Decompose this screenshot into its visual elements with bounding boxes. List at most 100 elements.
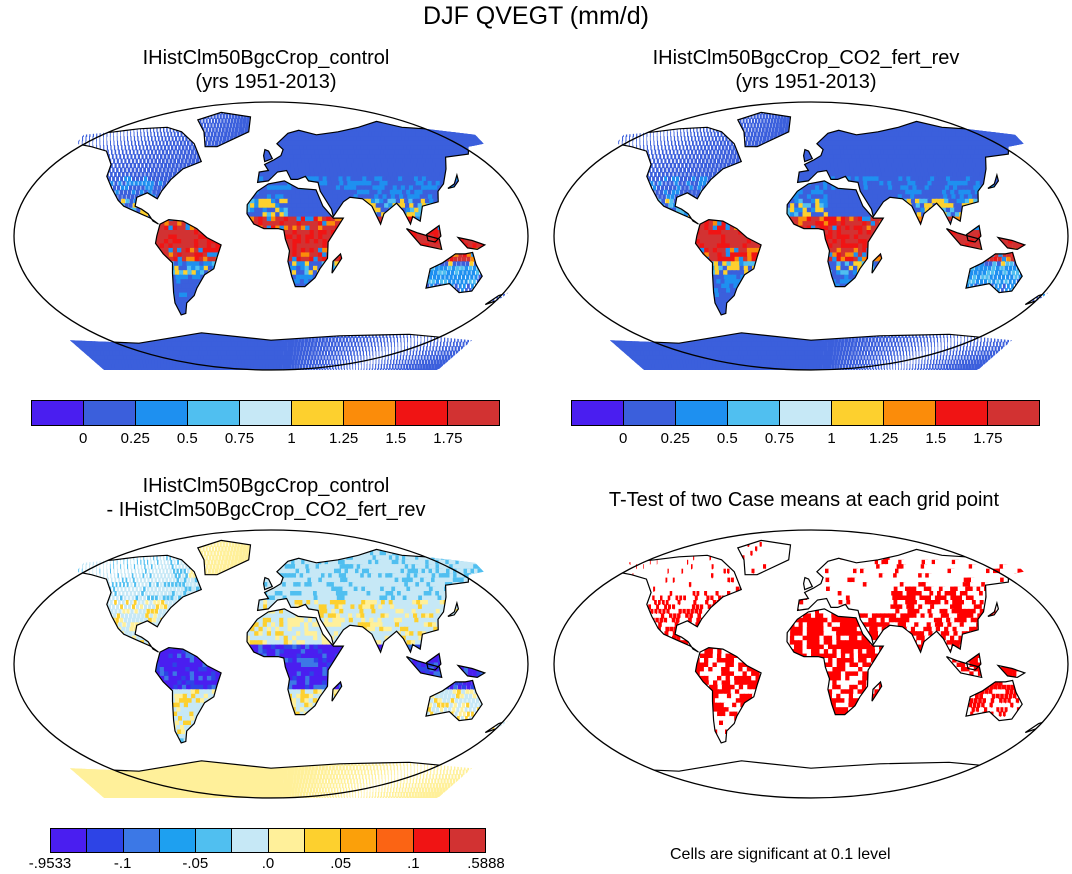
grid-cell: [275, 221, 281, 227]
panel-title-bottom-right: T-Test of two Case means at each grid po…: [536, 488, 1072, 512]
grid-cell: [434, 149, 442, 155]
grid-cell: [220, 131, 224, 137]
grid-cell: [354, 131, 361, 137]
grid-cell: [427, 180, 434, 186]
grid-cell: [140, 136, 143, 142]
grid-cell: [181, 221, 187, 227]
grid-cell: [112, 113, 115, 119]
grid-cell: [470, 145, 479, 151]
grid-cell: [353, 172, 359, 178]
grid-cell: [296, 256, 302, 262]
grid-cell: [205, 136, 209, 142]
grid-cell: [408, 105, 416, 110]
grid-cell: [126, 194, 131, 200]
grid-cell: [413, 185, 419, 191]
grid-cell: [458, 252, 463, 258]
grid-cell: [328, 163, 334, 169]
grid-cell: [334, 140, 340, 146]
grid-cell: [188, 145, 192, 151]
grid-cell: [412, 172, 419, 178]
grid-cell: [211, 118, 215, 124]
grid-cell: [237, 131, 241, 137]
grid-cell: [275, 207, 281, 213]
grid-cell: [173, 256, 179, 262]
grid-cell: [116, 112, 119, 115]
grid-cell: [296, 247, 302, 253]
grid-cell: [203, 256, 209, 262]
grid-cell: [444, 279, 448, 285]
grid-cell: [116, 105, 119, 110]
grid-cell: [303, 149, 309, 155]
grid-cell: [178, 167, 182, 173]
grid-cell: [292, 230, 298, 236]
grid-cell: [160, 131, 162, 137]
grid-cell: [382, 176, 389, 182]
grid-cell: [148, 189, 152, 195]
grid-cell: [292, 256, 297, 262]
grid-cell: [365, 127, 373, 133]
grid-cell: [499, 167, 507, 173]
grid-cell: [211, 261, 217, 267]
grid-cell: [114, 163, 117, 169]
grid-cell: [385, 112, 393, 115]
grid-cell: [114, 180, 118, 186]
grid-cell: [296, 198, 301, 204]
grid-cell: [162, 140, 165, 146]
grid-cell: [430, 105, 439, 110]
grid-cell: [418, 189, 425, 195]
grid-cell: [185, 154, 189, 160]
grid-cell: [446, 270, 450, 276]
grid-cell: [344, 189, 350, 195]
grid-cell: [202, 234, 208, 240]
grid-cell: [308, 154, 313, 160]
grid-cell: [379, 127, 386, 133]
grid-cell: [172, 221, 178, 227]
grid-cell: [336, 167, 343, 173]
grid-cell: [271, 198, 276, 204]
grid-cell: [317, 216, 323, 222]
grid-cell: [95, 112, 99, 115]
grid-cell: [309, 225, 315, 231]
grid-cell: [56, 154, 57, 159]
grid-cell: [297, 163, 303, 169]
grid-cell: [139, 176, 143, 182]
grid-cell: [433, 176, 441, 182]
grid-cell: [443, 122, 452, 128]
grid-cell: [96, 127, 99, 133]
grid-cell: [400, 140, 408, 146]
grid-cell: [287, 194, 293, 200]
grid-cell: [358, 163, 365, 169]
grid-cell: [312, 194, 318, 200]
grid-cell: [258, 216, 263, 222]
grid-cell: [295, 136, 300, 142]
grid-cell: [430, 265, 435, 271]
grid-cell: [338, 145, 345, 151]
grid-cell: [137, 154, 140, 160]
grid-cell: [304, 261, 310, 267]
grid-cell: [127, 118, 129, 124]
grid-cell: [262, 194, 268, 200]
grid-cell: [164, 230, 169, 236]
grid-cell: [249, 207, 255, 213]
grid-cell: [271, 163, 276, 169]
grid-cell: [296, 261, 302, 267]
grid-cell: [337, 154, 344, 160]
grid-cell: [287, 203, 293, 209]
grid-cell: [287, 131, 293, 137]
grid-cell: [378, 131, 385, 137]
grid-cell: [374, 163, 380, 169]
grid-cell: [73, 127, 76, 133]
grid-cell: [288, 136, 293, 142]
grid-cell: [160, 247, 166, 253]
grid-cell: [321, 256, 327, 262]
grid-cell: [377, 136, 384, 142]
grid-cell: [103, 113, 106, 119]
grid-cell: [300, 198, 306, 204]
grid-cell: [365, 189, 371, 195]
grid-cell: [163, 234, 169, 240]
grid-cell: [161, 149, 165, 155]
grid-cell: [426, 154, 434, 160]
grid-cell: [312, 189, 318, 195]
grid-cell: [333, 203, 339, 209]
grid-cell: [318, 176, 324, 182]
